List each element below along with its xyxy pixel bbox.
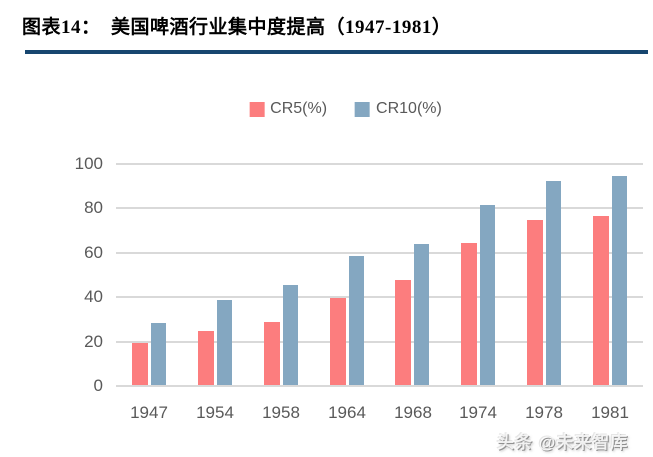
bar-cr5-1964 xyxy=(330,298,346,385)
x-tick-label-1968: 1968 xyxy=(394,403,432,422)
bar-cr5-1954 xyxy=(198,331,214,385)
title-divider-rule xyxy=(25,50,648,54)
bar-cr5-1981 xyxy=(593,216,609,385)
figure-title: 图表14： 美国啤酒行业集中度提高（1947-1981） xyxy=(22,17,452,38)
bar-cr5-1978 xyxy=(527,220,543,385)
gridline-40 xyxy=(116,296,643,298)
legend-label: CR5(%) xyxy=(270,100,328,117)
x-tick-label-1947: 1947 xyxy=(130,403,168,422)
bar-cr5-1968 xyxy=(395,280,411,385)
bar-cr10-1978 xyxy=(546,181,561,385)
bar-cr10-1974 xyxy=(480,205,495,385)
gridline-0 xyxy=(116,385,643,387)
bar-cr10-1981 xyxy=(612,176,627,385)
gridline-60 xyxy=(116,252,643,254)
x-tick-label-1974: 1974 xyxy=(459,403,497,422)
gridline-20 xyxy=(116,341,643,343)
bar-cr5-1974 xyxy=(461,243,477,385)
x-axis-labels: 1947 1954 1958 1964 1968 1974 1978 1981 xyxy=(116,403,643,427)
x-tick-label-1964: 1964 xyxy=(328,403,366,422)
x-tick-label-1981: 1981 xyxy=(591,403,629,422)
gridline-100 xyxy=(116,163,643,165)
bar-cr10-1968 xyxy=(414,244,429,385)
y-tick-label: 0 xyxy=(93,376,103,395)
bar-cr10-1964 xyxy=(349,256,364,385)
chart-legend: CR5(%) CR10(%) xyxy=(249,100,442,118)
x-tick-label-1954: 1954 xyxy=(196,403,234,422)
bar-cr10-1947 xyxy=(151,323,166,385)
x-tick-label-1978: 1978 xyxy=(525,403,563,422)
legend-swatch-icon xyxy=(355,101,371,117)
x-tick-label-1958: 1958 xyxy=(262,403,300,422)
y-tick-label: 40 xyxy=(84,287,103,306)
bar-cr10-1958 xyxy=(283,285,298,385)
legend-item-cr10: CR10(%) xyxy=(355,100,442,118)
legend-item-cr5: CR5(%) xyxy=(249,100,327,118)
watermark: 头条 @未来智库 xyxy=(497,433,629,452)
y-tick-label: 20 xyxy=(84,332,103,351)
legend-label: CR10(%) xyxy=(376,100,442,117)
plot-area xyxy=(116,163,643,387)
y-tick-label: 80 xyxy=(84,198,103,217)
bar-cr10-1954 xyxy=(217,300,232,385)
bar-cr5-1947 xyxy=(132,343,148,385)
y-tick-label: 100 xyxy=(74,154,103,173)
bar-cr5-1958 xyxy=(264,322,280,385)
y-tick-label: 60 xyxy=(84,243,103,262)
y-axis-labels: 0 20 40 60 80 100 xyxy=(55,155,103,394)
gridline-80 xyxy=(116,207,643,209)
legend-swatch-icon xyxy=(249,101,265,117)
